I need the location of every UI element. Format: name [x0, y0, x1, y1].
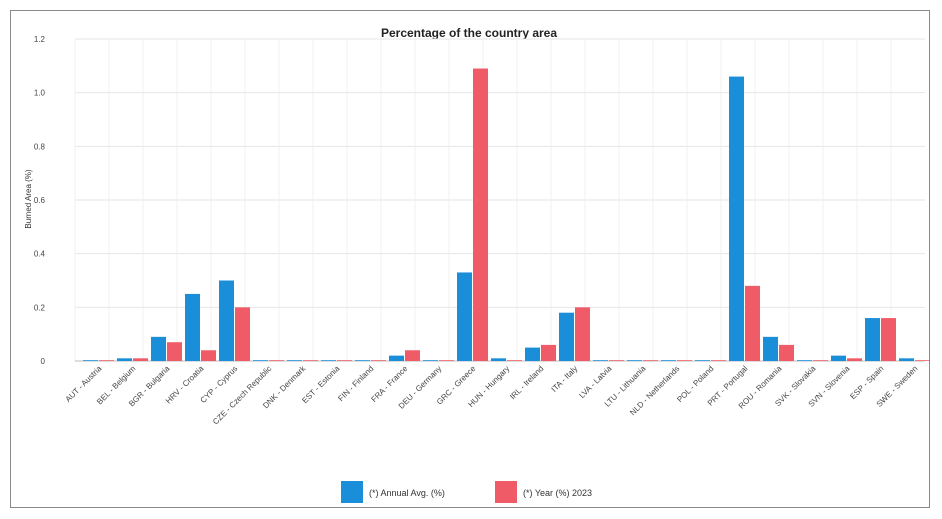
- bar-year-2023-19[interactable]: [745, 285, 760, 361]
- bar-annual-avg-14[interactable]: [559, 312, 574, 361]
- legend: (*) Annual Avg. (%) (*) Year (%) 2023: [341, 481, 592, 503]
- legend-label-0[interactable]: (*) Annual Avg. (%): [369, 488, 445, 498]
- bar-year-2023-15[interactable]: [609, 360, 624, 361]
- y-tick-label: 0.8: [34, 142, 46, 151]
- bar-annual-avg-6[interactable]: [287, 360, 302, 361]
- bar-year-2023-5[interactable]: [269, 360, 284, 361]
- bar-annual-avg-24[interactable]: [899, 358, 914, 361]
- bar-annual-avg-21[interactable]: [797, 360, 812, 361]
- y-tick-label: 0: [41, 357, 46, 366]
- y-axis-label: Burned Area (%): [24, 169, 33, 228]
- bar-year-2023-23[interactable]: [881, 318, 896, 361]
- legend-swatch-0[interactable]: [341, 481, 363, 503]
- bar-annual-avg-5[interactable]: [253, 360, 268, 361]
- y-axis-ticks: 0 0.2 0.4 0.6 0.8 1.0 1.2: [34, 35, 46, 366]
- bar-year-2023-8[interactable]: [371, 360, 386, 361]
- bar-annual-avg-18[interactable]: [695, 360, 710, 361]
- bar-annual-avg-10[interactable]: [423, 360, 438, 361]
- bar-annual-avg-9[interactable]: [389, 355, 404, 361]
- bar-year-2023-12[interactable]: [507, 360, 522, 361]
- bar-year-2023-7[interactable]: [337, 360, 352, 361]
- y-tick-label: 0.6: [34, 196, 46, 205]
- y-tick-label: 0.2: [34, 303, 46, 312]
- bar-annual-avg-4[interactable]: [219, 280, 234, 362]
- bar-year-2023-17[interactable]: [677, 360, 692, 361]
- bar-annual-avg-13[interactable]: [525, 347, 540, 361]
- bar-chart: Percentage of the country area Burned Ar…: [24, 26, 930, 503]
- chart-title: Percentage of the country area: [381, 26, 557, 40]
- bar-year-2023-4[interactable]: [235, 307, 250, 361]
- legend-label-1[interactable]: (*) Year (%) 2023: [523, 488, 592, 498]
- bar-annual-avg-2[interactable]: [151, 336, 166, 361]
- bar-annual-avg-0[interactable]: [83, 360, 98, 361]
- bar-annual-avg-1[interactable]: [117, 358, 132, 361]
- bar-year-2023-1[interactable]: [133, 358, 148, 361]
- x-tick-label: CZE - Czech Republic: [211, 364, 273, 426]
- bar-annual-avg-11[interactable]: [457, 272, 472, 361]
- y-tick-label: 1.0: [34, 89, 46, 98]
- bar-year-2023-9[interactable]: [405, 350, 420, 361]
- chart-frame: Percentage of the country area Burned Ar…: [10, 10, 930, 508]
- bar-year-2023-20[interactable]: [779, 344, 794, 361]
- y-tick-label: 1.2: [34, 35, 46, 44]
- bar-year-2023-14[interactable]: [575, 307, 590, 361]
- bar-year-2023-10[interactable]: [439, 360, 454, 361]
- bar-annual-avg-19[interactable]: [729, 76, 744, 362]
- bar-annual-avg-23[interactable]: [865, 318, 880, 361]
- bar-annual-avg-7[interactable]: [321, 360, 336, 361]
- bar-year-2023-2[interactable]: [167, 342, 182, 361]
- x-tick-label: IRL - Ireland: [508, 364, 545, 401]
- bar-annual-avg-17[interactable]: [661, 360, 676, 361]
- bar-year-2023-22[interactable]: [847, 358, 862, 361]
- bar-year-2023-13[interactable]: [541, 344, 556, 361]
- bar-annual-avg-20[interactable]: [763, 336, 778, 361]
- bars: [83, 68, 930, 362]
- bar-year-2023-3[interactable]: [201, 350, 216, 361]
- legend-swatch-1[interactable]: [495, 481, 517, 503]
- bar-year-2023-11[interactable]: [473, 68, 488, 361]
- bar-annual-avg-16[interactable]: [627, 360, 642, 361]
- bar-annual-avg-12[interactable]: [491, 358, 506, 361]
- bar-year-2023-24[interactable]: [915, 360, 930, 361]
- bar-annual-avg-3[interactable]: [185, 293, 200, 361]
- bar-year-2023-21[interactable]: [813, 360, 828, 361]
- bar-year-2023-0[interactable]: [99, 360, 114, 361]
- bar-annual-avg-8[interactable]: [355, 360, 370, 361]
- bar-annual-avg-15[interactable]: [593, 360, 608, 361]
- bar-year-2023-6[interactable]: [303, 360, 318, 361]
- bar-year-2023-16[interactable]: [643, 360, 658, 361]
- bar-year-2023-18[interactable]: [711, 360, 726, 361]
- x-tick-label: ITA - Italy: [550, 364, 580, 394]
- x-tick-label: ESP - Spain: [848, 364, 885, 401]
- bar-annual-avg-22[interactable]: [831, 355, 846, 361]
- y-tick-label: 0.4: [34, 250, 46, 259]
- x-tick-label: LVA - Latvia: [577, 364, 613, 400]
